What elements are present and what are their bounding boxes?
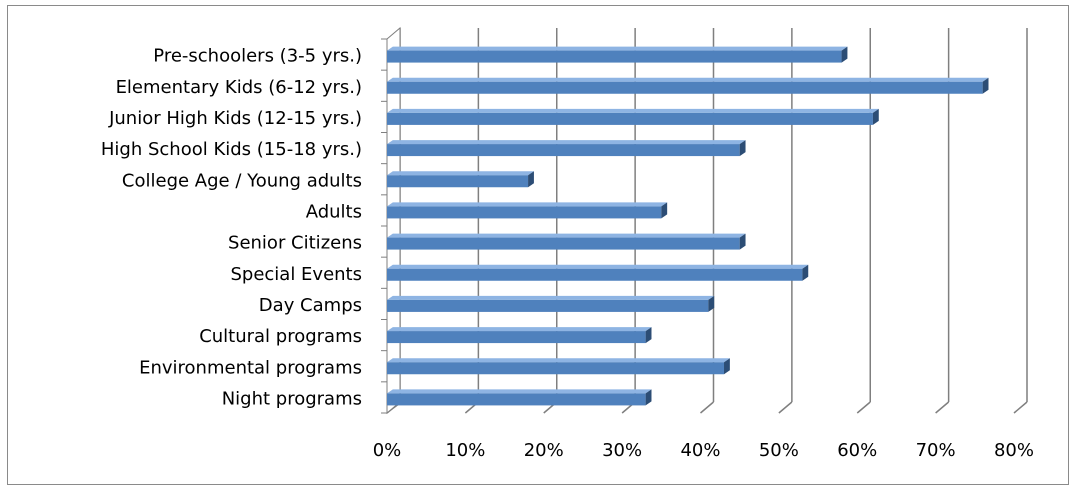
- bar-front-face: [387, 81, 983, 94]
- floor-gridline: [1013, 401, 1028, 414]
- bar: [387, 389, 652, 406]
- category-label: Cultural programs: [199, 326, 362, 347]
- category-label: Elementary Kids (6-12 yrs.): [116, 77, 362, 98]
- bar-front-face: [387, 299, 709, 312]
- chart-frame: Pre-schoolers (3-5 yrs.) Elementary Kids …: [7, 5, 1069, 485]
- bar: [387, 171, 534, 188]
- x-tick-label: 60%: [837, 440, 877, 461]
- bar-top-face: [387, 389, 652, 394]
- bar-end-face: [645, 327, 652, 344]
- x-tick-label: 0%: [373, 440, 402, 461]
- bar-top-face: [387, 295, 715, 300]
- bar: [387, 233, 746, 250]
- x-tick-label: 10%: [445, 440, 485, 461]
- x-tick-label: 80%: [994, 440, 1034, 461]
- bar-end-face: [739, 140, 746, 157]
- bar: [387, 202, 668, 219]
- floor-gridline: [935, 401, 950, 414]
- bar-top-face: [387, 46, 848, 51]
- bar: [387, 46, 848, 63]
- bar-end-face: [872, 108, 879, 125]
- x-tick-label: 50%: [759, 440, 799, 461]
- category-label: Senior Citizens: [228, 233, 362, 254]
- bar-front-face: [387, 112, 873, 125]
- bar: [387, 295, 715, 312]
- x-tick-label: 20%: [524, 440, 564, 461]
- bar-chart: Pre-schoolers (3-5 yrs.) Elementary Kids …: [101, 26, 1034, 461]
- bar: [387, 77, 989, 94]
- bar-front-face: [387, 268, 803, 281]
- bar-end-face: [739, 233, 746, 250]
- bar-top-face: [387, 108, 879, 113]
- bar-front-face: [387, 175, 529, 188]
- category-label: Special Events: [230, 264, 362, 285]
- floor-gridline: [778, 401, 793, 414]
- bar-top-face: [387, 264, 809, 269]
- category-label: Pre-schoolers (3-5 yrs.): [153, 46, 362, 67]
- bar-top-face: [387, 77, 989, 82]
- bar: [387, 264, 809, 281]
- bar: [387, 108, 879, 125]
- category-label: College Age / Young adults: [122, 170, 362, 191]
- bar-top-face: [387, 358, 730, 363]
- floor-gridline: [856, 401, 871, 414]
- category-label: Day Camps: [259, 295, 362, 316]
- category-label: Adults: [306, 201, 362, 222]
- bar-front-face: [387, 393, 646, 406]
- bar-end-face: [724, 358, 730, 375]
- bar-front-face: [387, 237, 740, 250]
- bar-front-face: [387, 362, 725, 375]
- category-label: Night programs: [222, 388, 362, 409]
- bar-front-face: [387, 206, 662, 219]
- bar-top-face: [387, 171, 534, 176]
- bar-end-face: [982, 77, 989, 94]
- bar-top-face: [387, 327, 652, 332]
- category-label: Junior High Kids (12-15 yrs.): [108, 108, 362, 129]
- category-labels: Pre-schoolers (3-5 yrs.) Elementary Kids …: [101, 46, 362, 410]
- bar-end-face: [802, 264, 809, 281]
- bar: [387, 358, 730, 375]
- bar-top-face: [387, 140, 746, 145]
- category-label: Environmental programs: [139, 357, 362, 378]
- x-tick-label: 70%: [916, 440, 956, 461]
- tick-labels: 0% 10% 20% 30% 40% 50% 60% 70% 80%: [373, 440, 1034, 461]
- floor-gridline: [700, 401, 714, 414]
- bar-end-face: [841, 46, 848, 63]
- bar-front-face: [387, 50, 842, 63]
- bar-end-face: [708, 295, 715, 312]
- x-tick-label: 30%: [602, 440, 642, 461]
- bar-end-face: [645, 389, 652, 406]
- bar: [387, 327, 652, 344]
- bar-front-face: [387, 144, 740, 157]
- bar-top-face: [387, 202, 668, 207]
- category-label: High School Kids (15-18 yrs.): [101, 139, 362, 160]
- bar: [387, 140, 746, 157]
- bars: [387, 46, 989, 406]
- bar-end-face: [661, 202, 668, 219]
- bar-end-face: [528, 171, 534, 188]
- x-tick-label: 40%: [680, 440, 720, 461]
- bar-front-face: [387, 331, 646, 344]
- bar-top-face: [387, 233, 746, 238]
